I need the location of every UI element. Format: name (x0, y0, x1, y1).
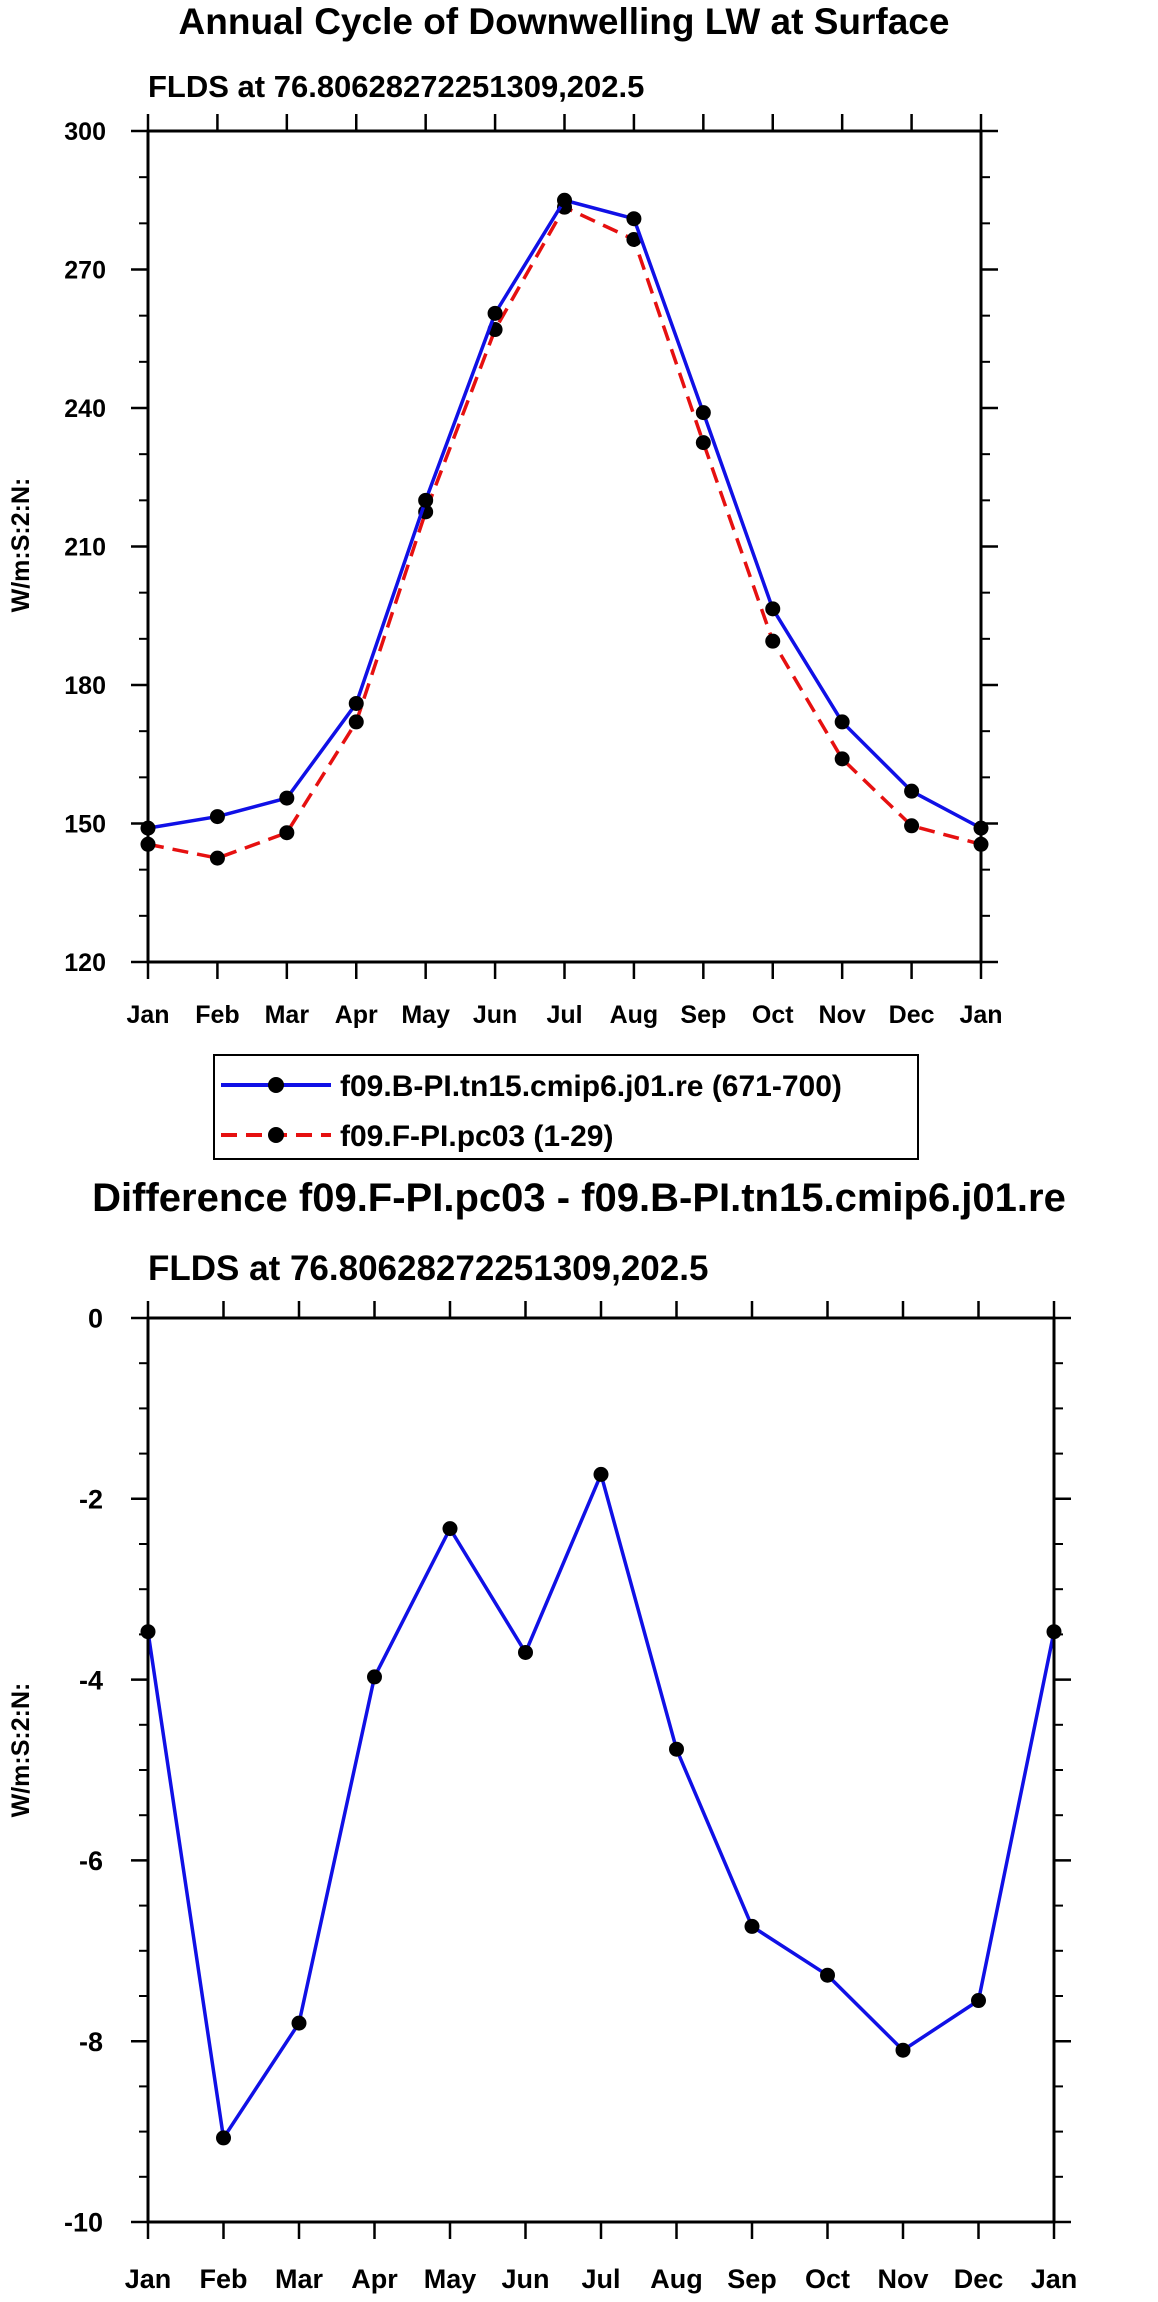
chart1-series (140, 192, 989, 866)
chart1-xtick-label: Apr (335, 1001, 378, 1029)
data-point (291, 2015, 307, 2031)
data-point (834, 714, 850, 730)
data-point (669, 1741, 684, 1757)
chart1-ticks: Jan Feb Mar Apr May Jun Jul Aug Sep Oct Nov Dec Jan 1… (64, 114, 1003, 1029)
series-line-2-0 (146, 1472, 1056, 2140)
data-point (765, 601, 781, 617)
data-point (820, 1967, 835, 1983)
data-point (209, 850, 225, 866)
data-point (971, 1993, 986, 2009)
chart2-ylabel: W/m:S:2:N: (7, 1683, 35, 1818)
data-point (744, 1918, 760, 1934)
data-point (279, 790, 295, 806)
chart2-xtick-label: Mar (275, 2264, 324, 2294)
chart1-ytick-label: 300 (64, 118, 106, 146)
data-point (834, 751, 850, 767)
chart2-xtick-label: Feb (199, 2264, 247, 2294)
chart2-xtick-label: Aug (650, 2264, 702, 2294)
chart1-xtick-label: May (401, 1001, 450, 1029)
legend-marker-b-pi (268, 1077, 284, 1093)
chart2-ticks: Jan Feb Mar Apr May Jun Jul Aug Sep Oct Nov Dec Jan-… (64, 1301, 1077, 2294)
data-point (518, 1644, 533, 1660)
chart2-xtick-label: Nov (877, 2264, 928, 2294)
difference-chart: Difference f09.F-PI.pc03 - f09.B-PI.tn15… (7, 1176, 1077, 2294)
data-point (895, 2042, 911, 2058)
data-point (348, 714, 364, 730)
chart2-xtick-label: Jun (501, 2264, 549, 2294)
chart1-ylabel: W/m:S:2:N: (7, 478, 35, 613)
data-point (593, 1466, 609, 1482)
chart2-ytick-label: -4 (79, 1665, 103, 1695)
chart1-xtick-label: Jan (126, 1001, 169, 1029)
chart1-xtick-label: Mar (265, 1001, 310, 1029)
chart1-xtick-label: Dec (889, 1001, 935, 1029)
legend-marker-f-pi (268, 1127, 284, 1143)
data-point (442, 1521, 458, 1537)
data-point (765, 633, 781, 649)
chart1-xtick-label: Jan (959, 1001, 1002, 1029)
series-line-1-0 (147, 198, 982, 830)
data-point (348, 695, 364, 711)
chart1-legend: f09.B-PI.tn15.cmip6.j01.re (671-700) f09… (213, 1054, 919, 1160)
chart2-plot-frame (146, 1316, 1056, 2224)
data-point (487, 305, 503, 321)
chart1-xtick-label: Aug (610, 1001, 659, 1029)
chart2-series (140, 1466, 1062, 2146)
data-point (216, 2130, 231, 2146)
chart1-xtick-label: Nov (819, 1001, 866, 1029)
annual-cycle-chart: Annual Cycle of Downwelling LW at Surfac… (7, 1, 1003, 1029)
chart2-xtick-label: Jul (581, 2264, 620, 2294)
legend-label-f-pi: f09.F-PI.pc03 (1-29) (340, 1120, 613, 1153)
chart2-xtick-label: Oct (805, 2264, 850, 2294)
series-line-1-1 (147, 205, 982, 860)
chart1-ytick-label: 120 (64, 949, 106, 977)
chart1-title: Annual Cycle of Downwelling LW at Surfac… (179, 1, 950, 42)
chart2-xtick-label: Dec (954, 2264, 1004, 2294)
data-point (695, 435, 711, 451)
data-point (418, 492, 434, 508)
data-point (904, 783, 920, 799)
chart2-xtick-label: Jan (1031, 2264, 1078, 2294)
data-point (904, 818, 920, 834)
chart2-xtick-label: Apr (351, 2264, 398, 2294)
chart2-ytick-label: 0 (88, 1304, 103, 1334)
chart1-ytick-label: 270 (64, 257, 106, 285)
data-point (626, 211, 642, 227)
chart1-ytick-label: 150 (64, 811, 106, 839)
chart2-title: Difference f09.F-PI.pc03 - f09.B-PI.tn15… (92, 1176, 1066, 1220)
chart1-xtick-label: Sep (680, 1001, 726, 1029)
chart2-xtick-label: Sep (727, 2264, 777, 2294)
chart2-xtick-label: Jan (125, 2264, 172, 2294)
chart1-ytick-label: 240 (64, 395, 106, 423)
chart1-xtick-label: Feb (195, 1001, 239, 1029)
data-point (557, 192, 572, 208)
chart2-subtitle: FLDS at 76.80628272251309,202.5 (148, 1249, 708, 1288)
chart2-ytick-label: -8 (79, 2027, 103, 2057)
chart2-ytick-label: -2 (79, 1485, 103, 1515)
chart1-ytick-label: 210 (64, 534, 106, 562)
data-point (626, 231, 642, 247)
chart2-ytick-label: -6 (79, 1846, 103, 1876)
data-point (279, 825, 295, 841)
data-point (695, 405, 711, 421)
chart2-xtick-label: May (424, 2264, 477, 2294)
data-point (209, 809, 225, 825)
chart1-plot-frame (146, 129, 983, 964)
legend-label-b-pi: f09.B-PI.tn15.cmip6.j01.re (671-700) (340, 1070, 842, 1103)
chart1-xtick-label: Jun (473, 1001, 517, 1029)
chart1-xtick-label: Jul (546, 1001, 582, 1029)
chart2-ytick-label: -10 (64, 2208, 103, 2238)
chart1-xtick-label: Oct (752, 1001, 794, 1029)
legend-box (213, 1054, 919, 1160)
data-point (367, 1669, 382, 1685)
chart1-subtitle: FLDS at 76.80628272251309,202.5 (148, 69, 644, 104)
chart1-ytick-label: 180 (64, 672, 106, 700)
